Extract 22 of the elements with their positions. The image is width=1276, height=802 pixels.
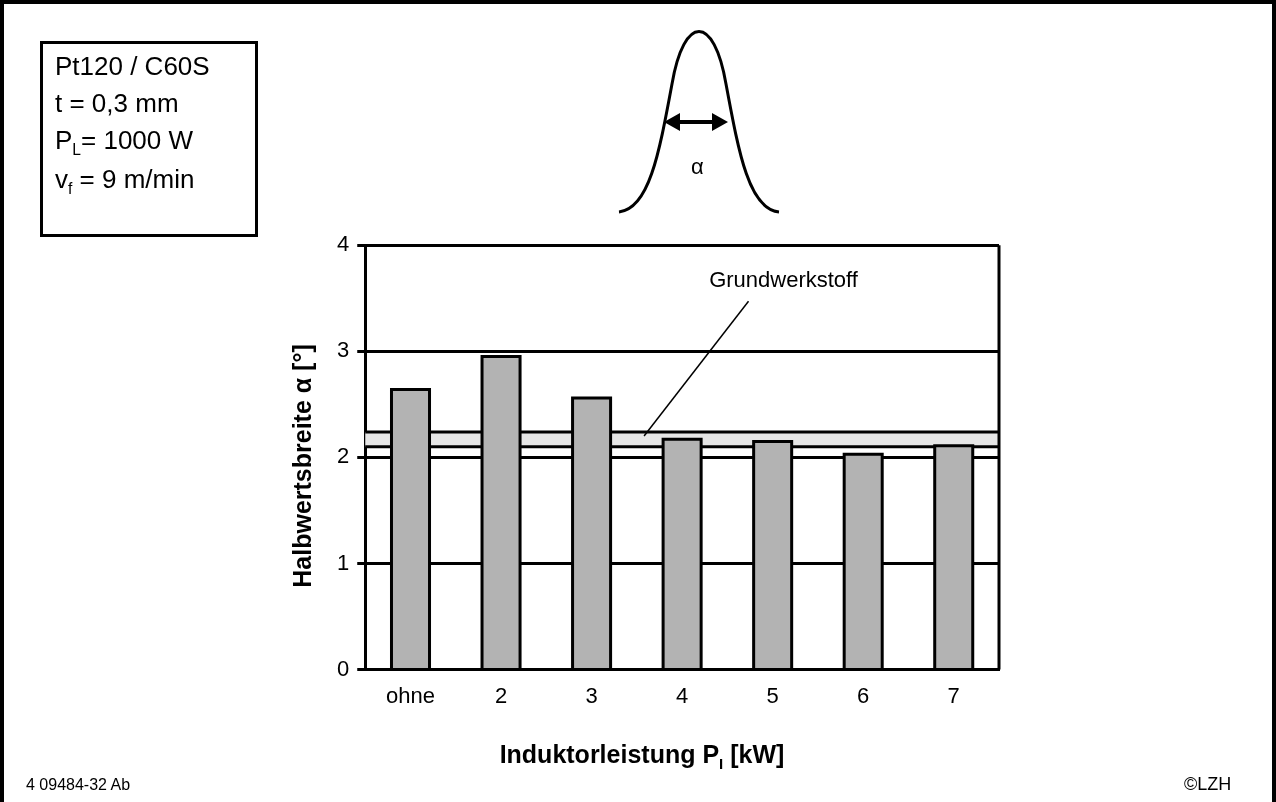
x-tick-label: 7 [947,682,960,708]
x-tick-label: 2 [494,682,508,708]
x-tick-label: 6 [857,682,870,708]
y-tick-label: 0 [336,655,350,681]
x-tick-label: 4 [675,682,689,708]
x-axis-title: Induktorleistung P$_{I}$ [kW] [498,740,786,772]
text: t = 0,3 mm [55,86,180,120]
text: α [691,154,704,180]
y-tick-label: 1 [336,549,350,575]
y-tick-label: 3 [336,337,350,363]
text: 4 09484-32 Ab [26,776,131,794]
y-tick-label: 4 [336,231,350,257]
x-tick-label: ohne [386,682,435,708]
text: ©LZH [1184,774,1232,795]
text: v$_{f}$ = 9 m/min [55,163,196,200]
band-label: Grundwerkstoff [709,267,859,293]
text: P$_{L}$= 1000 W [55,123,195,160]
text: Pt120 / C60S [55,50,211,83]
x-tick-label: 5 [766,682,779,708]
x-tick-label: 3 [585,682,598,708]
y-tick-label: 2 [336,443,350,469]
y-axis-title: Halbwertsbreite α [°] [287,344,317,588]
